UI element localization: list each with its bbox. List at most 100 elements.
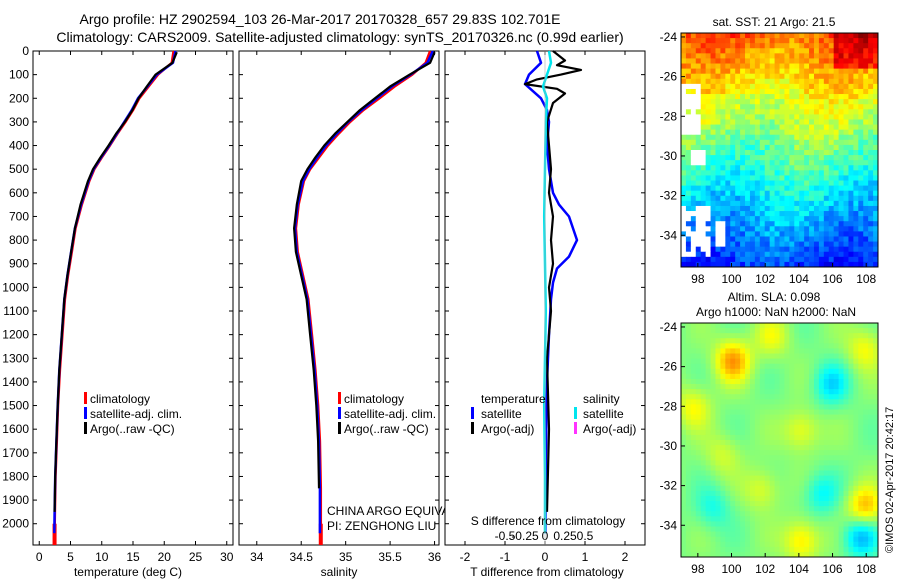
map-cell: [843, 445, 849, 451]
map-cell: [710, 389, 716, 395]
map-cell: [853, 160, 859, 166]
map-cell: [695, 180, 702, 187]
map-cell: [754, 58, 761, 64]
map-cell: [769, 546, 775, 553]
map-cell: [838, 190, 844, 197]
map-cell: [735, 399, 741, 405]
map-cell: [759, 241, 766, 248]
map-cell: [774, 251, 780, 258]
map-cell: [799, 465, 805, 471]
map-cell: [705, 368, 711, 375]
map-cell: [789, 119, 795, 125]
map-cell: [764, 144, 771, 151]
map-cell: [779, 526, 785, 532]
map-cell: [749, 109, 756, 115]
map-cell: [730, 246, 736, 253]
map-cell: [863, 88, 869, 95]
map-cell: [809, 150, 815, 156]
map-cell: [848, 38, 854, 44]
map-cell: [700, 414, 707, 421]
map-cell: [848, 363, 854, 370]
map-cell: [804, 129, 810, 136]
map-cell: [715, 109, 721, 115]
map-cell: [700, 363, 707, 370]
map-cell: [745, 536, 751, 543]
map-cell: [784, 551, 790, 558]
map-cell: [754, 251, 761, 258]
map-cell: [759, 328, 766, 334]
map-cell: [730, 440, 736, 446]
map-cell: [863, 251, 869, 258]
map-cell: [799, 399, 805, 405]
map-cell: [863, 139, 869, 146]
map-cell: [745, 175, 751, 181]
map-cell: [705, 139, 711, 146]
map-cell: [823, 160, 830, 166]
map-cell: [710, 338, 716, 344]
map-cell: [681, 119, 687, 125]
map-cell: [789, 73, 795, 80]
map-cell: [764, 490, 771, 497]
map-cell: [794, 185, 800, 192]
map-cell: [740, 246, 746, 253]
map-cell: [813, 109, 820, 115]
map-cell: [754, 94, 761, 100]
map-cell: [685, 231, 692, 237]
map-cell: [858, 231, 864, 237]
map-cell: [833, 333, 839, 339]
map-cell: [784, 83, 790, 90]
map-cell: [873, 343, 879, 349]
map-cell: [784, 470, 790, 477]
map-cell: [818, 348, 825, 354]
map-cell: [774, 455, 780, 461]
map-cell: [843, 440, 849, 446]
map-cell: [735, 185, 741, 192]
map-cell: [685, 440, 692, 446]
map-cell: [695, 323, 702, 329]
map-cell: [759, 58, 766, 64]
map-cell: [779, 495, 785, 502]
map-cell: [754, 104, 761, 110]
map-cell: [730, 536, 736, 543]
map-cell: [690, 414, 697, 421]
map-cell: [769, 445, 775, 451]
map-cell: [730, 129, 736, 136]
map-cell: [720, 368, 726, 375]
map-cell: [749, 516, 756, 522]
map-cell: [853, 450, 859, 456]
map-cell: [863, 124, 869, 131]
map-cell: [779, 83, 785, 90]
annotation-line-2: PI: ZENGHONG LIU: [327, 519, 436, 533]
map-cell: [863, 195, 869, 202]
map-cell: [735, 139, 741, 146]
map-cell: [833, 251, 839, 258]
map-cell: [863, 475, 869, 482]
map-cell: [833, 394, 839, 400]
map-cell: [848, 124, 854, 131]
map-cell: [740, 150, 746, 156]
map-cell: [809, 414, 815, 421]
map-cell: [858, 333, 864, 339]
map-cell: [779, 460, 785, 466]
map-cell: [818, 94, 825, 100]
map-cell: [863, 180, 869, 187]
map-cell: [715, 236, 721, 242]
map-cell: [794, 501, 800, 507]
map-cell: [685, 78, 692, 85]
map-cell: [833, 216, 839, 222]
map-cell: [754, 526, 761, 532]
map-cell: [700, 389, 707, 395]
map-cell: [813, 394, 820, 400]
map-cell: [725, 485, 731, 492]
map-cell: [833, 450, 839, 456]
map-cell: [833, 363, 839, 370]
map-cell: [813, 521, 820, 527]
map-cell: [863, 419, 869, 426]
map-cell: [848, 516, 854, 522]
map-cell: [858, 205, 864, 212]
map-cell: [843, 124, 849, 131]
map-cell: [730, 63, 736, 70]
map-cell: [710, 546, 716, 553]
map-cell: [774, 450, 780, 456]
map-cell: [848, 521, 854, 527]
